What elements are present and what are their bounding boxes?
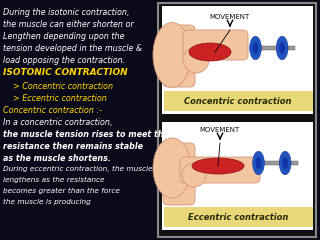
Text: Lengthen depending upon the: Lengthen depending upon the: [3, 32, 124, 41]
FancyBboxPatch shape: [183, 30, 248, 60]
FancyBboxPatch shape: [164, 207, 313, 227]
FancyBboxPatch shape: [164, 91, 313, 111]
Bar: [255, 47, 294, 50]
Text: MOVEMENT: MOVEMENT: [210, 14, 250, 20]
Text: load opposing the contraction.: load opposing the contraction.: [3, 56, 125, 65]
Text: ISOTONIC CONTRACTION: ISOTONIC CONTRACTION: [3, 68, 128, 77]
Text: Concentric contraction :-: Concentric contraction :-: [3, 106, 102, 115]
Text: lengthens as the resistance: lengthens as the resistance: [3, 177, 105, 183]
Text: the muscle is producing: the muscle is producing: [3, 199, 91, 205]
Text: Concentric contraction: Concentric contraction: [184, 96, 292, 106]
FancyBboxPatch shape: [163, 25, 195, 87]
Text: tension developed in the muscle &: tension developed in the muscle &: [3, 44, 142, 53]
Text: > Concentric contraction: > Concentric contraction: [3, 82, 113, 91]
Text: the muscle can either shorten or: the muscle can either shorten or: [3, 20, 134, 29]
FancyBboxPatch shape: [163, 143, 195, 205]
Ellipse shape: [153, 23, 191, 88]
Text: Eccentric contraction: Eccentric contraction: [188, 212, 288, 222]
Ellipse shape: [182, 163, 206, 187]
Ellipse shape: [192, 158, 244, 174]
Ellipse shape: [279, 151, 291, 175]
Text: During eccentric contraction, the muscle: During eccentric contraction, the muscle: [3, 166, 153, 172]
Bar: [259, 162, 298, 165]
Ellipse shape: [189, 43, 231, 61]
Ellipse shape: [276, 36, 288, 60]
Ellipse shape: [252, 42, 259, 54]
Text: In a concentric contraction,: In a concentric contraction,: [3, 118, 113, 127]
Text: resistance then remains stable: resistance then remains stable: [3, 142, 143, 151]
Text: becomes greater than the force: becomes greater than the force: [3, 188, 120, 194]
Text: > Eccentric contraction: > Eccentric contraction: [3, 94, 107, 103]
Ellipse shape: [253, 151, 264, 175]
Ellipse shape: [153, 138, 191, 198]
Ellipse shape: [183, 47, 209, 73]
FancyBboxPatch shape: [180, 157, 260, 183]
Bar: [162, 122, 313, 230]
Text: During the isotonic contraction,: During the isotonic contraction,: [3, 8, 130, 17]
Ellipse shape: [250, 36, 261, 60]
Text: the muscle tension rises to meet the: the muscle tension rises to meet the: [3, 130, 169, 139]
Bar: [162, 6, 313, 114]
Ellipse shape: [256, 157, 261, 169]
Text: MOVEMENT: MOVEMENT: [200, 127, 240, 133]
Text: as the muscle shortens.: as the muscle shortens.: [3, 154, 111, 163]
Bar: [158, 3, 316, 237]
Ellipse shape: [282, 157, 288, 169]
Ellipse shape: [279, 42, 285, 54]
